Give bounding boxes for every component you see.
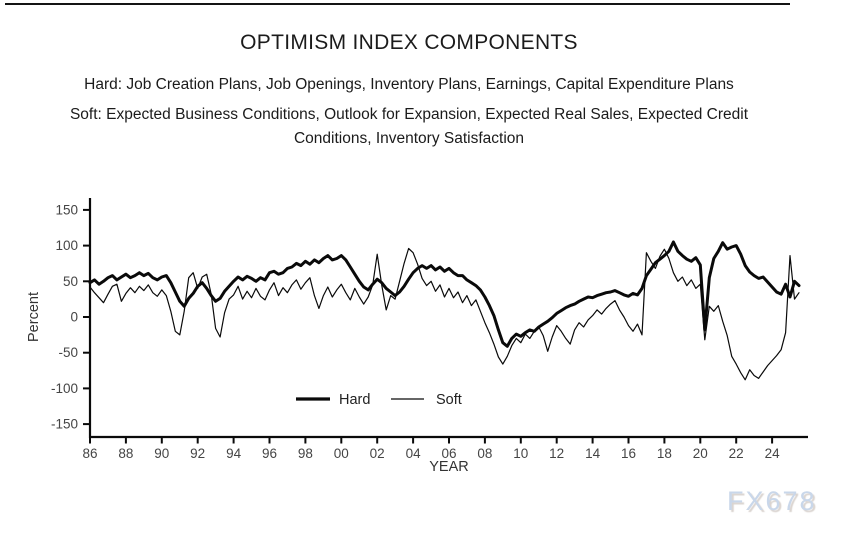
y-tick-label: -100 — [51, 381, 78, 396]
x-tick-label: 00 — [334, 446, 349, 461]
x-tick-label: 12 — [549, 446, 564, 461]
x-tick-label: 18 — [657, 446, 672, 461]
chart-title: OPTIMISM INDEX COMPONENTS — [240, 31, 578, 54]
x-tick-label: 86 — [82, 446, 97, 461]
y-tick-label: 50 — [63, 274, 78, 289]
x-tick-label: 04 — [406, 446, 422, 461]
y-tick-label: -150 — [51, 417, 78, 432]
y-tick-label: 0 — [70, 310, 78, 325]
x-tick-label: 10 — [513, 446, 528, 461]
x-tick-label: 88 — [118, 446, 133, 461]
x-tick-label: 06 — [441, 446, 456, 461]
x-tick-label: 94 — [226, 446, 242, 461]
chart-header: OPTIMISM INDEX COMPONENTS Hard: Job Crea… — [10, 31, 808, 150]
x-tick-label: 92 — [190, 446, 205, 461]
legend-hard-label: Hard — [339, 392, 370, 408]
x-axis-title: YEAR — [429, 459, 469, 475]
x-tick-label: 16 — [621, 446, 636, 461]
x-tick-label: 90 — [154, 446, 169, 461]
soft-series-line — [89, 247, 800, 381]
watermark: FX678 — [727, 486, 817, 516]
x-tick-label: 02 — [370, 446, 385, 461]
y-tick-label: -50 — [58, 345, 78, 360]
x-tick-label: 22 — [729, 446, 744, 461]
top-border-line — [5, 3, 790, 5]
y-tick-label: 100 — [55, 238, 78, 253]
x-tick-label: 20 — [693, 446, 708, 461]
legend-soft-label: Soft — [436, 392, 462, 408]
x-tick-label: 08 — [477, 446, 492, 461]
x-tick-label: 96 — [262, 446, 277, 461]
x-tick-label: 24 — [765, 446, 781, 461]
soft-components-subtitle: Soft: Expected Business Conditions, Outl… — [69, 106, 749, 147]
hard-components-subtitle: Hard: Job Creation Plans, Job Openings, … — [84, 76, 734, 93]
x-tick-label: 14 — [585, 446, 601, 461]
hard-series-line — [88, 240, 801, 348]
y-axis-title: Percent — [26, 292, 42, 342]
y-tick-label: 150 — [55, 202, 78, 217]
x-tick-label: 98 — [298, 446, 313, 461]
